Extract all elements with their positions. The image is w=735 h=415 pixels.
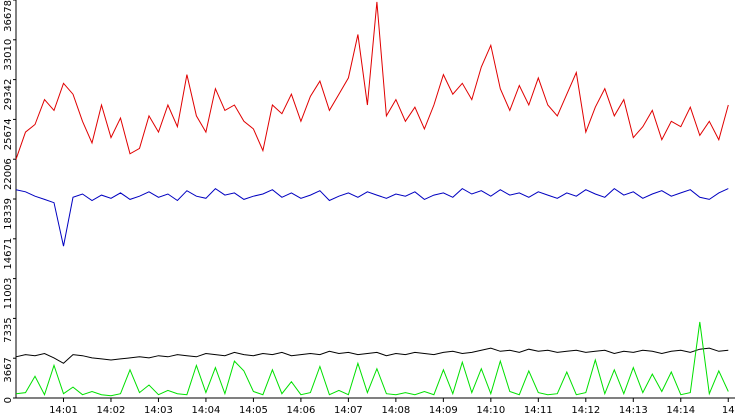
x-tick-label: 14:10 — [476, 405, 505, 415]
y-tick-label: 18339 — [3, 198, 14, 230]
x-tick-label: 14:13 — [619, 405, 648, 415]
x-tick-label: 14:08 — [381, 405, 410, 415]
x-tick-label: 14:07 — [334, 405, 363, 415]
x-tick-label: 14:06 — [286, 405, 315, 415]
x-tick-label: 14:03 — [144, 405, 173, 415]
x-tick-label: 14:02 — [97, 405, 126, 415]
series-line — [15, 187, 729, 247]
x-tick-label: 14:12 — [571, 405, 600, 415]
x-tick-label: 14:01 — [49, 405, 78, 415]
y-tick-label: 11003 — [3, 278, 14, 310]
series-line — [15, 321, 729, 397]
x-tick-label: 14:05 — [239, 405, 268, 415]
series-line — [15, 347, 729, 364]
y-tick-label: 36678 — [3, 0, 14, 32]
x-tick-label: 14 — [722, 405, 735, 415]
y-tick-label: 29342 — [3, 79, 14, 111]
series-line — [15, 1, 729, 160]
y-tick-label: 7335 — [3, 317, 14, 342]
y-tick-label: 22006 — [3, 158, 14, 190]
x-tick-label: 14:14 — [666, 405, 695, 415]
x-tick-label: 14:11 — [524, 405, 553, 415]
x-tick-label: 14:09 — [429, 405, 458, 415]
y-tick-label: 3667 — [3, 357, 14, 382]
y-tick-label: 25674 — [3, 118, 14, 150]
y-tick-label: 33010 — [3, 39, 14, 71]
x-tick-label: 14:04 — [192, 405, 221, 415]
y-tick-label: 0 — [3, 397, 14, 403]
y-tick-label: 14671 — [3, 238, 14, 270]
